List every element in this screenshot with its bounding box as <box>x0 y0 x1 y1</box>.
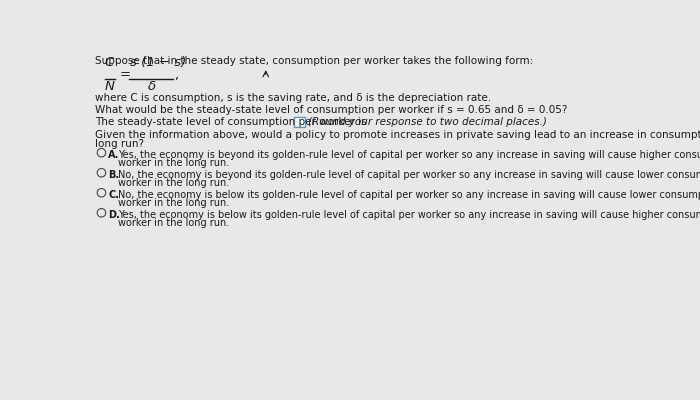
Text: ,: , <box>174 69 179 82</box>
Text: C.: C. <box>108 190 120 200</box>
Text: N: N <box>104 80 114 93</box>
Text: Yes, the economy is beyond its golden-rule level of capital per worker so any in: Yes, the economy is beyond its golden-ru… <box>118 150 700 160</box>
Text: Suppose that in the steady state, consumption per worker takes the following for: Suppose that in the steady state, consum… <box>95 56 533 66</box>
Text: What would be the steady-state level of consumption per worker if s = 0.65 and δ: What would be the steady-state level of … <box>95 105 568 115</box>
Text: C: C <box>104 56 114 69</box>
Text: D.: D. <box>108 210 120 220</box>
Text: Yes, the economy is below its golden-rule level of capital per worker so any inc: Yes, the economy is below its golden-rul… <box>118 210 700 220</box>
Text: No, the economy is below its golden-rule level of capital per worker so any incr: No, the economy is below its golden-rule… <box>118 190 700 200</box>
Text: worker in the long run.: worker in the long run. <box>118 178 230 188</box>
Text: No, the economy is beyond its golden-rule level of capital per worker so any inc: No, the economy is beyond its golden-rul… <box>118 170 700 180</box>
Text: worker in the long run.: worker in the long run. <box>118 158 230 168</box>
Text: B.: B. <box>108 170 120 180</box>
Text: Given the information above, would a policy to promote increases in private savi: Given the information above, would a pol… <box>95 130 700 140</box>
Text: long run?: long run? <box>95 139 144 149</box>
Text: worker in the long run.: worker in the long run. <box>118 218 230 228</box>
Text: δ: δ <box>148 80 156 93</box>
Text: The steady-state level of consumption per worker is: The steady-state level of consumption pe… <box>95 117 367 127</box>
Text: =: = <box>120 68 131 82</box>
Text: where C is consumption, s is the saving rate, and δ is the depreciation rate.: where C is consumption, s is the saving … <box>95 93 491 103</box>
Text: s (1 − s): s (1 − s) <box>130 56 186 69</box>
Text: (Round your response to two decimal places.): (Round your response to two decimal plac… <box>307 117 547 127</box>
Text: worker in the long run.: worker in the long run. <box>118 198 230 208</box>
Text: A.: A. <box>108 150 120 160</box>
FancyBboxPatch shape <box>294 117 304 126</box>
